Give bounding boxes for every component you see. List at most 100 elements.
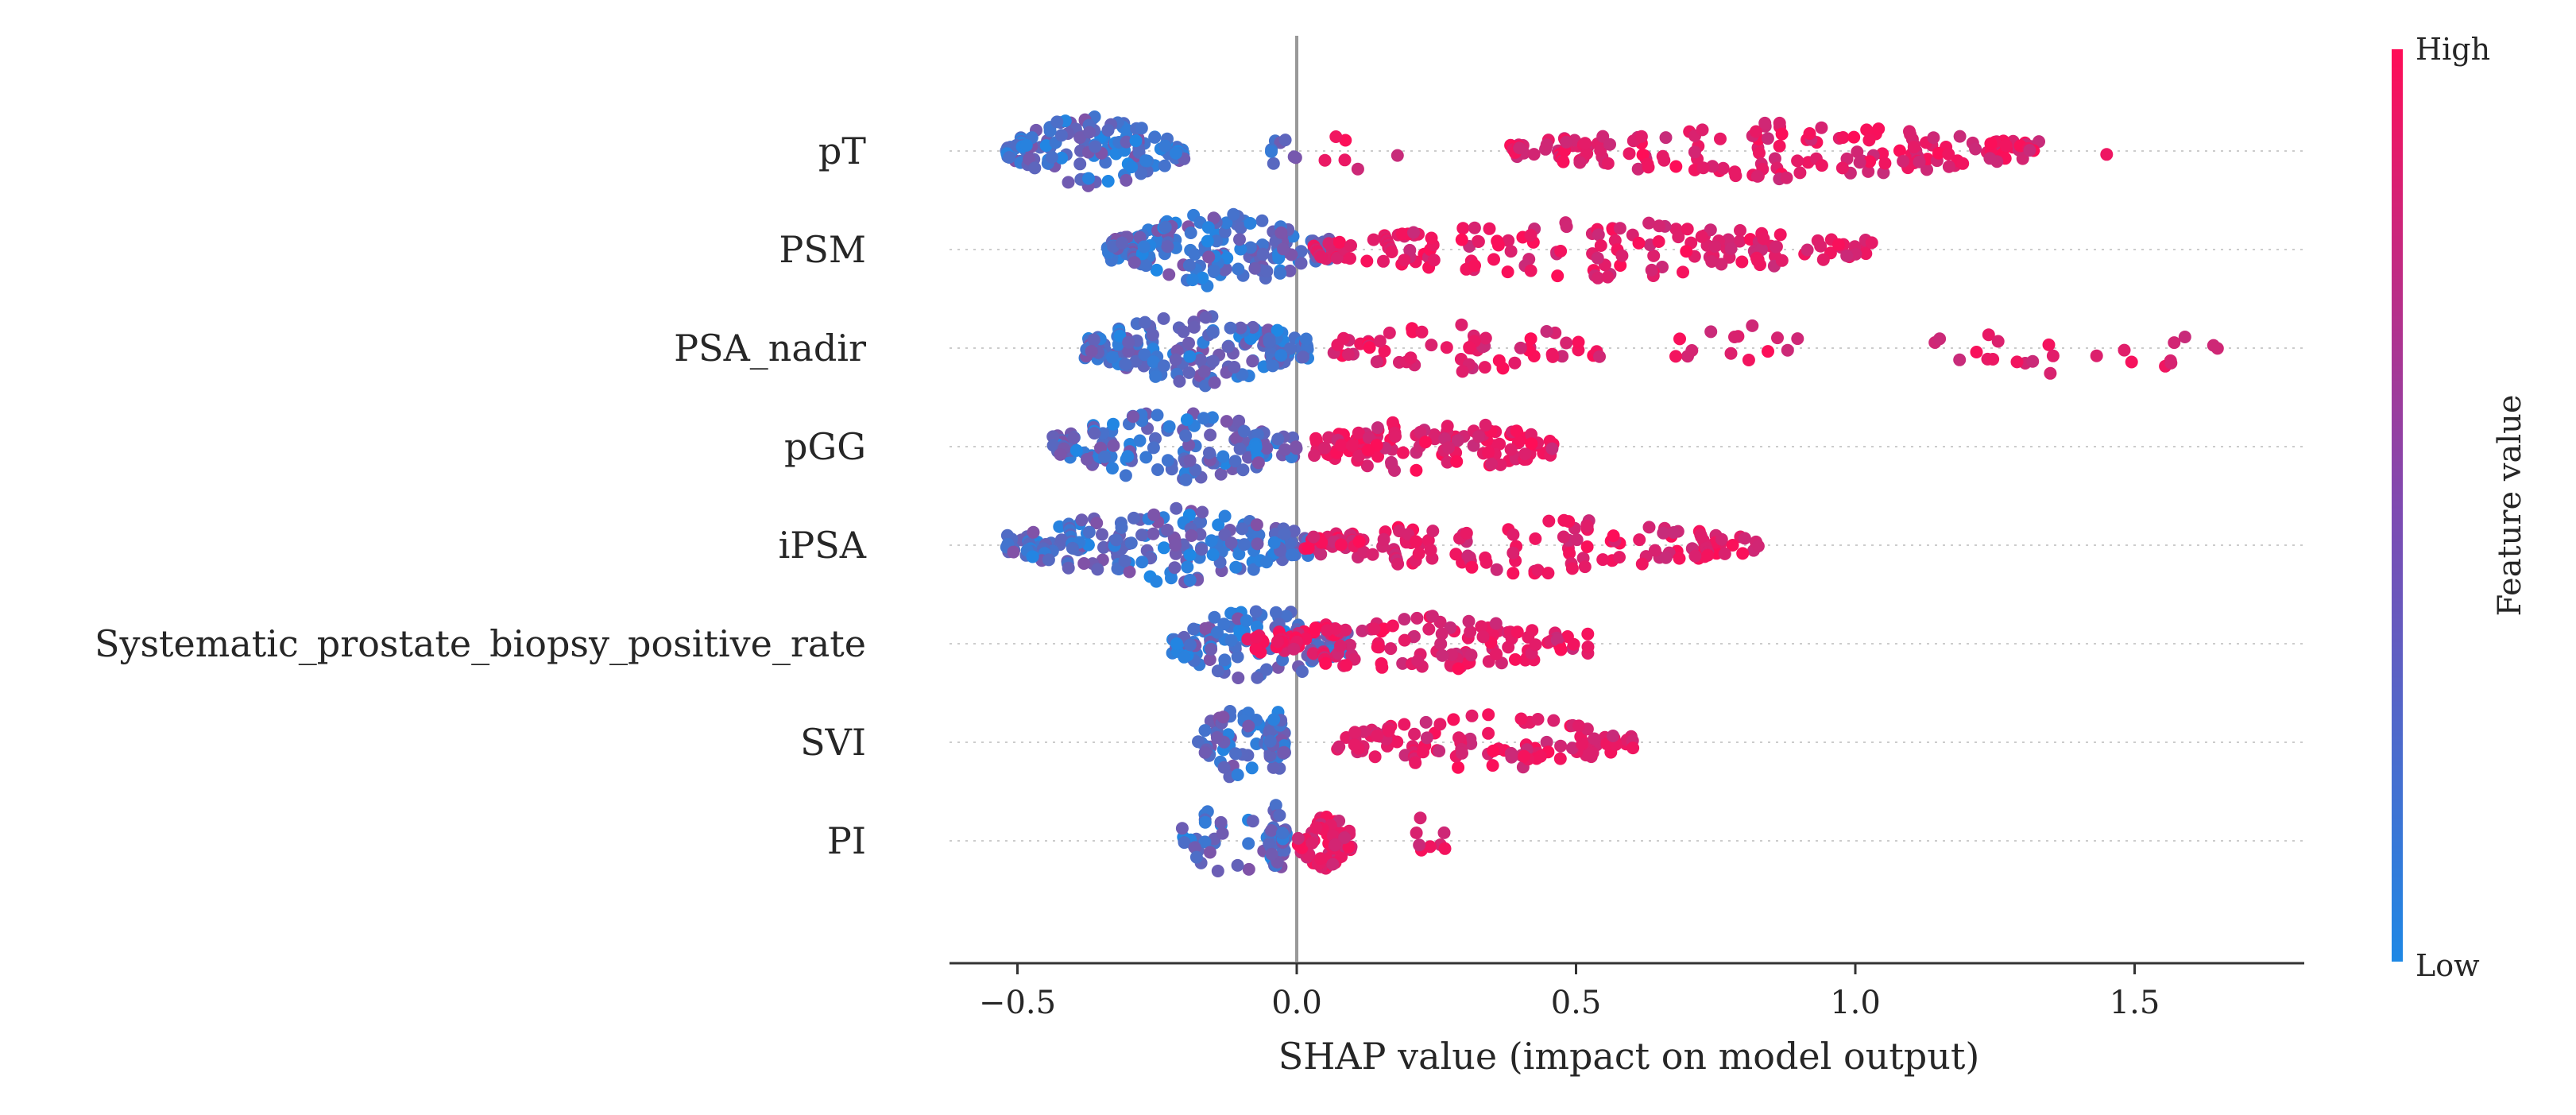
shap-dot <box>1836 131 1850 144</box>
shap-dot <box>1753 146 1766 160</box>
shap-dot <box>1299 332 1313 346</box>
shap-dot <box>1046 439 1060 452</box>
shap-dot <box>1464 732 1477 745</box>
shap-dot <box>1352 535 1366 548</box>
shap-dot <box>1332 235 1346 249</box>
shap-dot <box>1249 642 1263 656</box>
shap-dot <box>1427 254 1441 267</box>
shap-dot <box>1250 630 1263 644</box>
shap-dot <box>1075 513 1089 527</box>
shap-dot <box>1073 157 1087 171</box>
shap-dot <box>1853 156 1866 169</box>
shap-dot <box>1956 157 1970 170</box>
shap-dot <box>1461 549 1475 563</box>
shap-dot <box>1210 731 1224 744</box>
shap-dot <box>1423 840 1437 854</box>
shap-dot <box>1705 255 1719 268</box>
shap-dot <box>1183 574 1197 587</box>
shap-dot <box>1508 356 1522 370</box>
shap-dot <box>1342 841 1356 854</box>
colorbar-low-label: Low <box>2415 948 2480 983</box>
shap-dot <box>1137 240 1151 254</box>
shap-dot <box>1217 761 1231 774</box>
shap-dot <box>1088 427 1101 440</box>
shap-dot <box>1863 155 1877 168</box>
shap-dot <box>1339 134 1352 147</box>
shap-dot <box>1214 815 1228 829</box>
shap-dot <box>1119 469 1132 482</box>
shap-dot <box>1518 749 1530 763</box>
shap-dot <box>1212 518 1225 532</box>
shap-dot <box>1189 463 1202 477</box>
shap-dot <box>1390 149 1404 162</box>
shap-dot <box>1266 359 1279 373</box>
shap-dot <box>1527 148 1541 161</box>
shap-dot <box>1251 537 1264 551</box>
shap-dot <box>1287 525 1301 538</box>
shap-dot <box>1309 621 1322 634</box>
shap-dot <box>1653 219 1666 233</box>
shap-dot <box>1344 638 1356 652</box>
shap-dot <box>1265 823 1278 837</box>
shap-dot <box>1028 161 1042 175</box>
shap-dot <box>1403 243 1417 257</box>
shap-dot <box>1234 221 1247 234</box>
shap-dot <box>1688 145 1701 159</box>
shap-dot <box>1953 353 1967 366</box>
shap-dot <box>1305 836 1319 850</box>
shap-dot <box>1122 345 1135 358</box>
shap-dot <box>1464 648 1478 662</box>
shap-dot <box>1897 154 1910 168</box>
shap-dot <box>1648 544 1661 557</box>
shap-dot <box>1150 263 1163 277</box>
shap-dot <box>1211 625 1224 639</box>
shap-dot <box>1773 139 1786 153</box>
shap-dot <box>1553 752 1567 765</box>
shap-dot <box>1127 256 1141 269</box>
shap-dot <box>1389 430 1402 443</box>
shap-dot <box>1417 745 1429 759</box>
shap-dot <box>1207 264 1220 277</box>
shap-dot <box>1342 348 1355 361</box>
shap-dot <box>1187 320 1201 334</box>
shap-dot <box>1194 353 1207 366</box>
shap-dot <box>1182 258 1196 272</box>
shap-dot <box>2026 354 2040 368</box>
shap-dot <box>1329 622 1342 635</box>
shap-dot <box>1769 240 1782 254</box>
shap-dot <box>1669 350 1682 363</box>
shap-dot <box>1572 335 1585 349</box>
shap-dot <box>1468 221 1481 234</box>
shap-dot <box>1229 747 1242 761</box>
feature-label: PSM <box>779 228 866 271</box>
shap-dot <box>1198 724 1212 738</box>
shap-dot <box>1319 656 1332 670</box>
shap-dot <box>1189 850 1203 864</box>
beeswarm-dots <box>1000 110 2224 877</box>
shap-dot <box>1206 326 1220 339</box>
shap-dot <box>1580 540 1594 553</box>
shap-dot <box>1586 746 1599 760</box>
shap-dot <box>1045 150 1058 164</box>
shap-dot <box>2090 349 2103 362</box>
feature-label: pGG <box>784 425 866 468</box>
shap-dot <box>1151 463 1164 476</box>
shap-dot <box>1135 167 1147 180</box>
shap-dot <box>1207 211 1220 225</box>
shap-dot <box>1054 533 1068 547</box>
shap-dot <box>1234 242 1247 256</box>
shap-dot <box>1942 148 1955 161</box>
shap-dot <box>1294 245 1308 258</box>
shap-dot <box>1669 160 1683 173</box>
shap-dot <box>1456 222 1470 235</box>
shap-dot <box>1390 735 1404 749</box>
shap-dot <box>1220 415 1233 428</box>
shap-dot <box>1267 761 1280 774</box>
shap-dot <box>1479 331 1492 345</box>
shap-dot <box>1135 528 1148 542</box>
shap-dot <box>1685 344 1699 357</box>
shap-dot <box>1791 332 1804 346</box>
shap-dot <box>1872 122 1886 136</box>
shap-dot <box>1124 536 1138 550</box>
shap-dot <box>1205 642 1218 656</box>
